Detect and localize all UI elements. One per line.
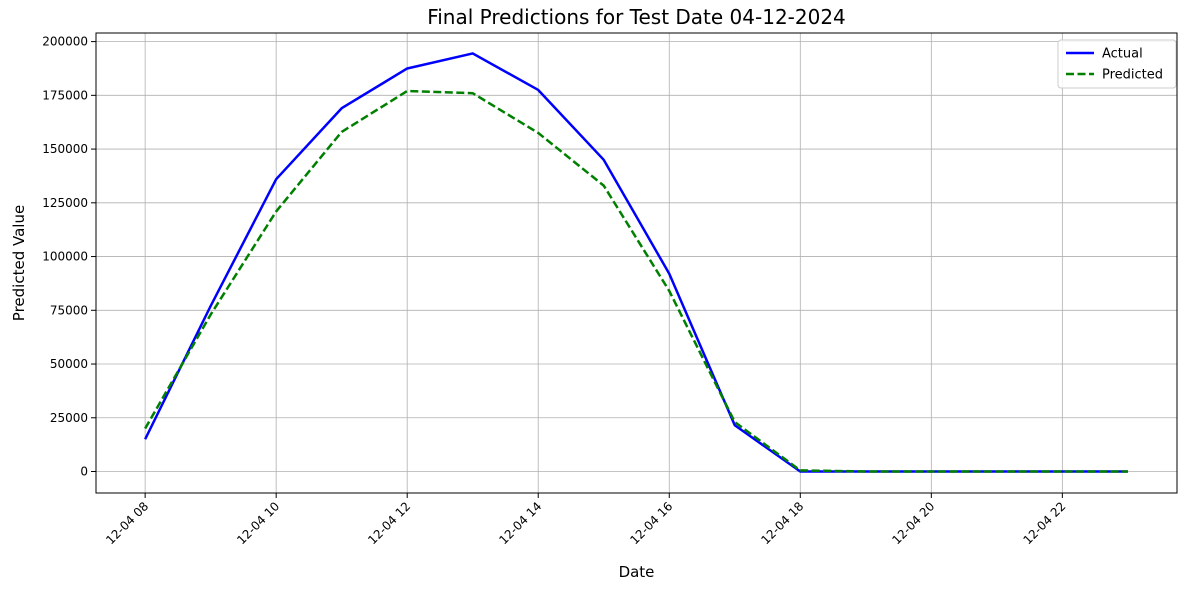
plot-frame	[95, 32, 1178, 494]
y-tick-label: 0	[80, 465, 88, 479]
y-axis-title: Predicted Value	[10, 205, 28, 321]
y-tick-label: 125000	[42, 196, 88, 210]
grid-lines	[96, 33, 1177, 493]
y-tick-label: 75000	[50, 303, 88, 317]
series-lines	[144, 52, 1128, 473]
y-tick-label: 25000	[50, 411, 88, 425]
y-tick-label: 100000	[42, 250, 88, 264]
series-line-predicted	[144, 89, 1128, 473]
chart-title: Final Predictions for Test Date 04-12-20…	[427, 5, 846, 29]
legend-label-actual: Actual	[1102, 47, 1143, 62]
legend-label-predicted: Predicted	[1102, 68, 1163, 83]
y-tick-label: 200000	[42, 35, 88, 49]
y-tick-label: 50000	[50, 357, 88, 371]
legend: Actual Predicted	[1057, 39, 1177, 89]
y-axis: 0 25000 50000 75000 100000 125000 150000 175000…	[42, 35, 96, 479]
y-tick-label: 150000	[42, 142, 88, 156]
x-axis-title: Date	[619, 563, 655, 581]
y-tick-label: 175000	[42, 88, 88, 102]
